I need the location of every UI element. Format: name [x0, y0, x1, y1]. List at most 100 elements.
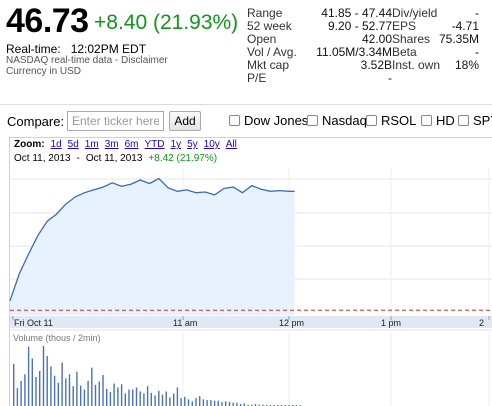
volume-bar	[199, 396, 201, 406]
checkbox[interactable]	[229, 115, 240, 126]
data-source-disclaimer[interactable]: NASDAQ real-time data - Disclaimer	[6, 55, 168, 66]
stock-price: 46.73	[6, 2, 89, 40]
volume-bar	[39, 371, 41, 406]
volume-bar	[184, 396, 186, 406]
checkbox[interactable]	[366, 115, 377, 126]
range-start[interactable]: Oct 11, 2013	[14, 153, 71, 164]
zoom-all[interactable]: All	[225, 139, 237, 150]
volume-bar	[46, 355, 48, 406]
stat-row: EPS -4.71	[392, 20, 479, 33]
chart-panel	[9, 137, 492, 406]
stat-value: 18%	[454, 58, 479, 72]
volume-bar	[132, 389, 134, 406]
stat-label: Vol / Avg.	[247, 45, 297, 59]
ticker-input[interactable]	[67, 111, 164, 131]
volume-bar	[83, 389, 86, 406]
checkbox[interactable]	[307, 115, 318, 126]
zoom-1y[interactable]: 1y	[170, 139, 182, 150]
volume-bar	[213, 400, 216, 406]
volume-bar	[266, 404, 268, 406]
stat-value: 75.35M	[438, 32, 479, 46]
volume-bar	[254, 404, 257, 406]
volume-bar	[128, 389, 130, 406]
add-ticker-button[interactable]: Add	[169, 111, 201, 131]
stat-value: -4.71	[451, 19, 479, 33]
volume-bar	[68, 374, 71, 406]
volume-bar	[258, 404, 260, 406]
time-axis: Fri Oct 11 11 am 12 pm 1 pm 2	[12, 316, 490, 328]
volume-bars	[13, 346, 301, 406]
volume-bar	[35, 377, 37, 406]
stat-value: 42.00	[361, 32, 392, 46]
stat-row: Shares 75.35M	[392, 33, 479, 46]
compare-item-label: RSOL	[381, 113, 417, 128]
volume-bar	[154, 395, 156, 406]
volume-bar	[27, 346, 30, 406]
compare-spy[interactable]: SPY	[458, 112, 492, 130]
volume-bar	[135, 387, 138, 406]
checkbox[interactable]	[421, 115, 432, 126]
stat-label: Shares	[392, 32, 431, 46]
realtime-label: Real-time:	[6, 42, 61, 56]
checkbox[interactable]	[458, 115, 469, 126]
zoom-6m[interactable]: 6m	[124, 139, 139, 150]
realtime-time: 12:02PM EDT	[70, 42, 147, 56]
volume-bar	[20, 380, 22, 406]
stat-label: Range	[247, 6, 283, 20]
zoom-3m[interactable]: 3m	[104, 139, 119, 150]
volume-bar	[120, 384, 123, 406]
compare-item-label: SPY	[473, 113, 492, 128]
volume-bar	[169, 397, 171, 406]
volume-bar	[228, 402, 231, 406]
price-area-fill	[10, 178, 295, 315]
volume-bar	[57, 382, 59, 406]
volume-bar	[124, 393, 126, 406]
zoom-10y[interactable]: 10y	[203, 139, 220, 150]
volume-bar	[87, 380, 89, 406]
volume-bar	[269, 404, 272, 406]
stat-label: Open	[247, 32, 277, 46]
stat-row: Div/yield -	[392, 7, 479, 20]
volume-grid	[182, 331, 490, 406]
volume-bar	[113, 383, 115, 406]
volume-bar	[202, 399, 205, 406]
stats-left: Range 41.85 - 47.44 52 week 9.20 - 52.77 O…	[247, 7, 392, 97]
volume-bar	[61, 362, 63, 406]
zoom-1d[interactable]: 1d	[50, 139, 62, 150]
stat-value: 3.52B	[360, 58, 392, 72]
volume-bar	[102, 375, 104, 406]
compare-item-label: HD	[436, 113, 455, 128]
zoom-5y[interactable]: 5y	[187, 139, 198, 150]
volume-bar	[232, 402, 234, 406]
volume-bar	[243, 403, 245, 406]
compare-dow-jones[interactable]: Dow Jones	[229, 112, 308, 130]
compare-label: Compare:	[7, 114, 65, 129]
price-line	[9, 177, 295, 302]
volume-bar	[195, 398, 197, 406]
volume-bar	[161, 394, 164, 406]
stat-label: 52 week	[247, 19, 292, 33]
compare-rsol[interactable]: RSOL	[366, 112, 416, 130]
volume-bar	[262, 404, 264, 406]
stat-value: 9.20 - 52.77	[327, 19, 392, 33]
volume-bar	[146, 386, 149, 406]
compare-item-label: Nasdaq	[322, 113, 367, 128]
volume-bar	[106, 388, 108, 406]
zoom-1m[interactable]: 1m	[84, 139, 99, 150]
zoom-ytd[interactable]: YTD	[144, 139, 165, 150]
realtime-line: Real-time: 12:02PM EDT	[6, 42, 146, 56]
stat-row: Vol / Avg. 11.05M/3.34M	[247, 46, 392, 59]
volume-bar	[91, 367, 93, 406]
range-end[interactable]: Oct 11, 2013	[85, 153, 143, 164]
x-tick-label: 2	[479, 318, 484, 328]
stat-label: Mkt cap	[247, 58, 290, 72]
volume-bar	[13, 363, 15, 406]
compare-hd[interactable]: HD	[421, 112, 455, 130]
zoom-5d[interactable]: 5d	[67, 139, 79, 150]
stat-value: 41.85 - 47.44	[321, 6, 392, 20]
compare-nasdaq[interactable]: Nasdaq	[307, 112, 367, 130]
x-tick-label: Fri Oct 11	[14, 318, 53, 328]
volume-bar	[251, 404, 253, 406]
price-change: +8.40 (21.93%)	[94, 11, 239, 34]
